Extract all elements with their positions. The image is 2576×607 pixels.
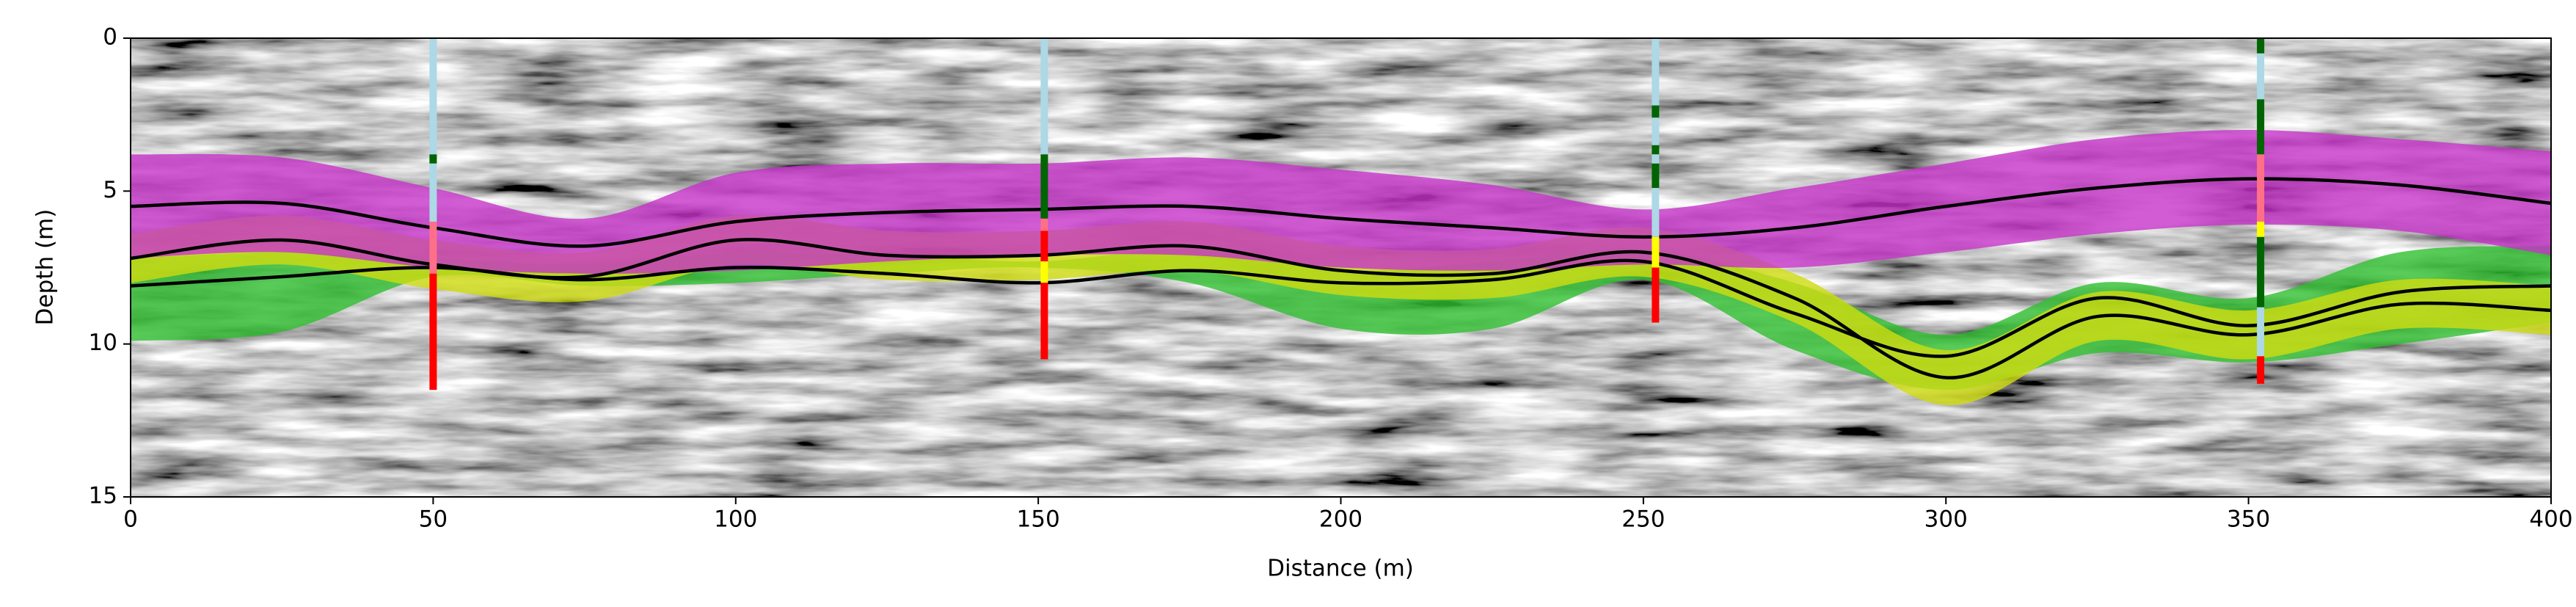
- borehole-segment: [1652, 145, 1660, 155]
- borehole-segment: [429, 154, 437, 164]
- borehole-segment: [2257, 356, 2265, 384]
- borehole-segment: [1652, 163, 1660, 189]
- x-axis-label: Distance (m): [1267, 556, 1414, 582]
- borehole-segment: [2257, 222, 2265, 237]
- x-tick-label: 400: [2529, 506, 2572, 533]
- interface-line: [131, 177, 2551, 248]
- x-tick-label: 350: [2227, 506, 2270, 533]
- x-tick-label: 200: [1319, 506, 1362, 533]
- x-tick-label: 300: [1924, 506, 1968, 533]
- borehole-segment: [1040, 261, 1048, 283]
- borehole-segment: [2257, 38, 2265, 54]
- borehole-segment: [1652, 38, 1660, 106]
- y-tick-label: 0: [103, 24, 117, 51]
- borehole-segment: [1652, 188, 1660, 237]
- borehole-segment: [1040, 218, 1048, 231]
- borehole-segment: [2257, 236, 2265, 308]
- borehole-segment: [1652, 154, 1660, 164]
- borehole-segment: [2257, 307, 2265, 357]
- y-tick-label: 10: [89, 330, 117, 356]
- borehole-segment: [1652, 267, 1660, 323]
- borehole-segment: [2257, 53, 2265, 100]
- borehole-segment: [1040, 38, 1048, 155]
- borehole-segment: [429, 273, 437, 390]
- borehole-segment: [1652, 117, 1660, 145]
- x-tick-label: 50: [419, 506, 448, 533]
- borehole-segment: [2257, 154, 2265, 222]
- borehole-segment: [1040, 230, 1048, 262]
- borehole-segment: [2257, 99, 2265, 155]
- y-axis-label: Depth (m): [32, 209, 59, 326]
- x-tick-label: 0: [123, 506, 138, 533]
- borehole-segment: [429, 38, 437, 155]
- y-tick-label: 5: [103, 177, 117, 203]
- x-tick-label: 250: [1621, 506, 1665, 533]
- y-tick-label: 15: [89, 483, 117, 509]
- plot-area: [131, 38, 2551, 406]
- interface-line: [131, 258, 2551, 358]
- band-area: [131, 130, 2551, 274]
- borehole-segment: [1652, 236, 1660, 268]
- borehole-segment: [1040, 283, 1048, 360]
- borehole-segment: [429, 222, 437, 274]
- x-tick-label: 150: [1017, 506, 1060, 533]
- borehole-segment: [429, 163, 437, 222]
- borehole-segment: [1040, 154, 1048, 219]
- x-tick-label: 100: [714, 506, 757, 533]
- borehole-segment: [1652, 105, 1660, 118]
- axes: 0 50 100 150 200 250 300 350 400 0 5 10 15: [89, 24, 2573, 533]
